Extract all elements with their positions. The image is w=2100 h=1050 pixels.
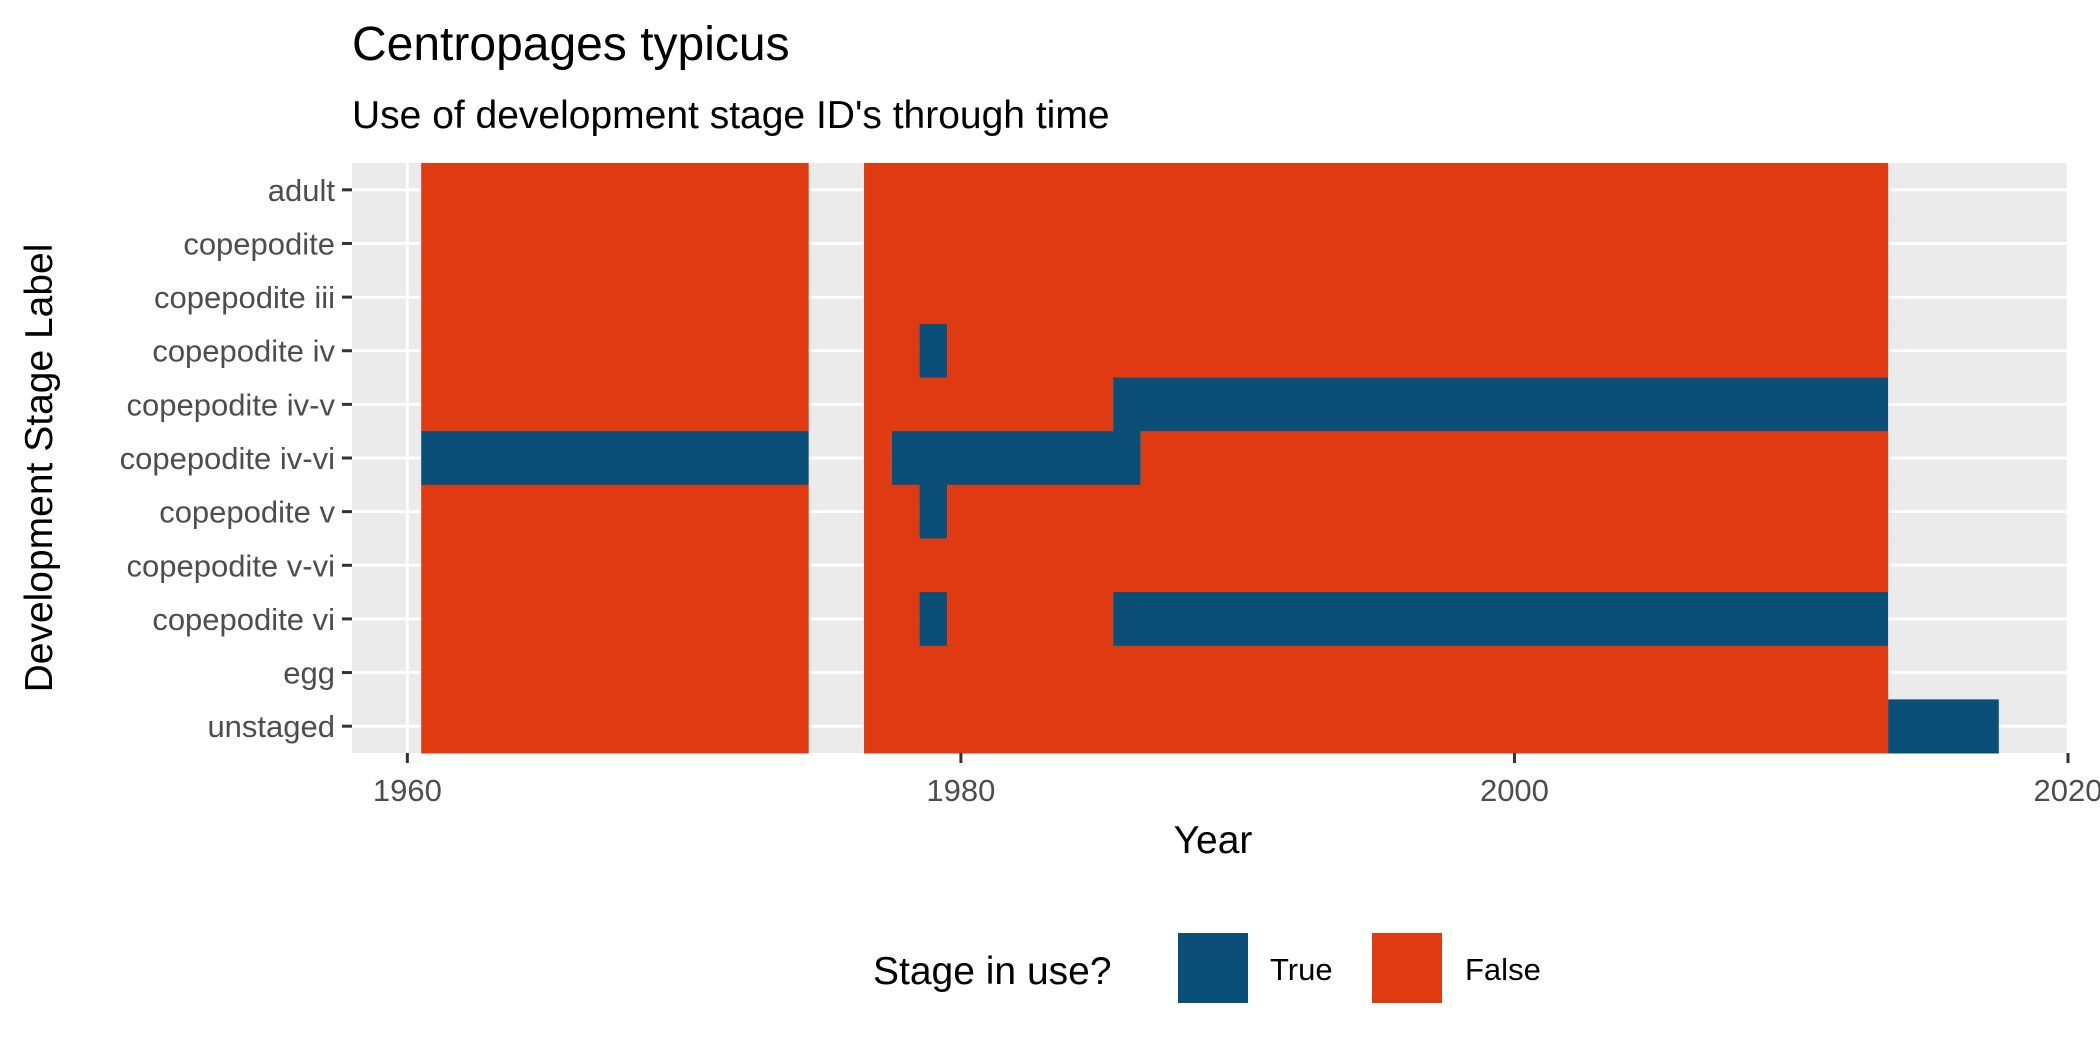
heatmap-cell — [421, 699, 809, 754]
heatmap-cell — [864, 270, 1889, 325]
y-tick-label: copepodite vi — [152, 602, 335, 637]
heatmap-cell — [1113, 592, 1889, 647]
chart-subtitle: Use of development stage ID's through ti… — [352, 94, 1110, 137]
x-tick-label: 1980 — [926, 773, 995, 808]
x-tick-label: 1960 — [373, 773, 442, 808]
heatmap-cell — [864, 699, 1889, 754]
heatmap-cell — [864, 592, 920, 647]
heatmap-cell — [864, 323, 920, 379]
y-tick-label: copepodite v-vi — [126, 548, 335, 583]
heatmap-cell — [421, 216, 809, 271]
heatmap-cell — [864, 431, 892, 486]
y-axis: adult copepodite copepodite iii copepodite … — [120, 173, 352, 744]
y-tick-label: copepodite — [183, 226, 335, 261]
y-tick-label: copepodite iv-v — [126, 387, 335, 422]
heatmap-cell — [421, 270, 809, 325]
y-tick-label: copepodite iv — [152, 334, 335, 369]
legend-title: Stage in use? — [873, 950, 1112, 993]
y-tick-label: egg — [283, 656, 335, 691]
y-tick-label: adult — [268, 173, 336, 208]
heatmap-cell — [421, 592, 809, 647]
legend-key-true — [1178, 933, 1248, 1003]
x-tick-label: 2020 — [2034, 773, 2100, 808]
heatmap-cell — [1113, 377, 1889, 432]
heatmap-cell — [421, 431, 809, 486]
heatmap-cell — [891, 431, 1141, 486]
heatmap-cell — [864, 484, 920, 539]
x-tick-label: 2000 — [1480, 773, 1549, 808]
legend-key-false — [1372, 933, 1442, 1003]
legend: Stage in use? True False — [873, 933, 1541, 1003]
heatmap-cell — [1888, 699, 1999, 754]
y-tick-label: copepodite v — [159, 495, 335, 530]
heatmap-cell — [919, 484, 948, 539]
heatmap-cell — [421, 538, 809, 593]
y-tick-label: copepodite iii — [154, 280, 335, 315]
heatmap-cell — [919, 323, 948, 379]
heatmap-cell — [864, 163, 1889, 218]
heatmap-cell — [919, 592, 948, 647]
heatmap-cell — [947, 592, 1114, 647]
heatmap-cell — [947, 323, 1889, 379]
heatmap-cell — [421, 163, 809, 218]
heatmap-cell — [421, 645, 809, 700]
heatmap-cell — [864, 645, 1889, 700]
y-tick-label: unstaged — [207, 709, 335, 744]
heatmap-cell — [864, 538, 1889, 593]
heatmap-cell — [1140, 431, 1889, 486]
legend-label-true: True — [1270, 952, 1333, 987]
heatmap-cell — [421, 484, 809, 539]
heatmap-cell — [864, 216, 1889, 271]
y-tick-label: copepodite iv-vi — [120, 441, 335, 476]
heatmap-cell — [421, 377, 809, 432]
heatmap-cell — [421, 323, 809, 379]
x-axis: 1960 1980 2000 2020 — [373, 753, 2100, 808]
legend-label-false: False — [1465, 952, 1541, 987]
heatmap-cells — [421, 163, 1999, 754]
x-axis-title: Year — [1174, 819, 1253, 862]
heatmap-cell — [947, 484, 1889, 539]
chart-title: Centropages typicus — [352, 18, 790, 71]
heatmap-cell — [864, 377, 1114, 432]
y-axis-title: Development Stage Label — [18, 244, 61, 693]
